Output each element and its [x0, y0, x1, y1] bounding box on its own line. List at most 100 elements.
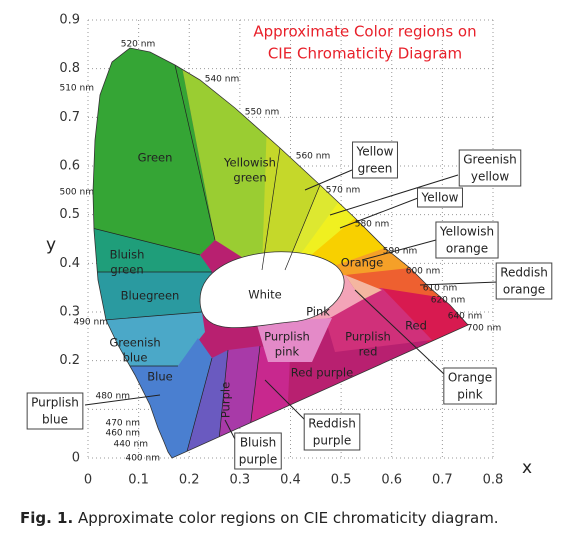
x-tick-label: 0.4 — [280, 473, 301, 488]
region-label: Purplish — [264, 330, 310, 344]
callout-box — [26, 392, 84, 430]
callout: Yellow — [417, 187, 463, 208]
callout-box — [234, 432, 282, 470]
wavelength-label: 610 nm — [423, 284, 458, 294]
wavelength-label: 550 nm — [245, 108, 280, 118]
callout: Reddish orange — [495, 262, 553, 300]
chart-title: Approximate Color regions on — [253, 23, 476, 41]
x-axis-label: x — [522, 458, 532, 478]
wavelength-label: 560 nm — [296, 152, 331, 162]
callout-label: yellow — [471, 170, 509, 184]
wavelength-label: 460 nm — [105, 429, 140, 439]
callout-box — [458, 149, 522, 187]
x-tick-label: 0.1 — [128, 473, 149, 488]
chart-title: CIE Chromaticity Diagram — [268, 45, 462, 63]
x-tick-label: 0.2 — [179, 473, 200, 488]
callout-label: Reddish — [308, 417, 356, 431]
wavelength-label: 470 nm — [105, 419, 140, 429]
x-tick-label: 0.5 — [331, 473, 352, 488]
callout: Yellow green — [352, 141, 398, 179]
region-label: green — [233, 171, 266, 185]
callout-label: Purplish — [31, 396, 79, 410]
callout-label: blue — [42, 413, 68, 427]
callout-box — [443, 367, 497, 405]
callout-box — [303, 413, 361, 451]
callout: Yellowish orange — [435, 221, 499, 259]
region-label: green — [110, 263, 143, 277]
region-label: pink — [275, 345, 300, 359]
callout-label: purple — [313, 434, 352, 448]
spectral-locus — [92, 47, 469, 459]
wavelength-label: 520 nm — [121, 40, 156, 50]
region-label: red — [359, 345, 378, 359]
callout-label: Bluish — [240, 436, 276, 450]
wavelength-label: 510 nm — [59, 84, 94, 94]
x-tick-label: 0.6 — [381, 473, 402, 488]
y-tick-label: 0.6 — [59, 159, 80, 174]
callout-label: purple — [239, 453, 278, 467]
wavelength-label: 600 nm — [406, 267, 441, 277]
wavelength-label: 400 nm — [125, 454, 160, 464]
callout-label: orange — [503, 283, 545, 297]
region-label: Greenish — [109, 336, 160, 350]
callout-label: Yellow — [421, 191, 459, 205]
callout: Greenish yellow — [458, 149, 522, 187]
callout-label: Greenish — [463, 153, 517, 167]
x-tick-label: 0.8 — [483, 473, 504, 488]
callout-box — [417, 187, 463, 208]
wavelength-label: 620 nm — [431, 296, 466, 306]
callout: Bluish purple — [234, 432, 282, 470]
region-label: Blue — [147, 370, 172, 384]
callout-label: Reddish — [500, 266, 548, 280]
callout-label: green — [358, 162, 393, 176]
region-label: Pink — [306, 305, 330, 319]
callout-label: orange — [446, 242, 488, 256]
wavelength-label: 540 nm — [205, 75, 240, 85]
wavelength-label: 570 nm — [326, 186, 361, 196]
y-tick-label: 0 — [72, 451, 80, 466]
y-tick-label: 0.4 — [59, 256, 80, 271]
x-tick-label: 0.3 — [230, 473, 251, 488]
caption-text: Approximate color regions on CIE chromat… — [78, 509, 499, 527]
callout: Orange pink — [443, 367, 497, 405]
x-tick-label: 0.7 — [432, 473, 453, 488]
wavelength-label: 480 nm — [95, 392, 130, 402]
y-tick-label: 0.7 — [59, 110, 80, 125]
x-tick-label: 0 — [84, 473, 92, 488]
wavelength-label: 700 nm — [467, 324, 502, 334]
callout-label: Orange — [448, 371, 492, 385]
wavelength-label: 580 nm — [355, 220, 390, 230]
region-label: Red — [405, 319, 427, 333]
region-label: Red purple — [291, 366, 353, 380]
y-axis-label: y — [46, 235, 56, 255]
y-tick-label: 0.2 — [59, 353, 80, 368]
region-label: blue — [123, 351, 148, 365]
region-label: White — [248, 288, 281, 302]
y-tick-label: 0.5 — [59, 207, 80, 222]
region-label: Yellowish — [223, 156, 276, 170]
wavelength-label: 590 nm — [383, 247, 418, 257]
y-tick-label: 0.3 — [59, 305, 80, 320]
region-label: Orange — [341, 256, 384, 270]
callout-box — [435, 221, 499, 259]
callout-box — [495, 262, 553, 300]
region-label: Purplish — [345, 330, 391, 344]
callout-label: Yellow — [356, 145, 394, 159]
y-tick-label: 0.9 — [59, 13, 80, 28]
region-label: Bluegreen — [121, 289, 180, 303]
region-label: Green — [138, 151, 173, 165]
callout: Purplish blue — [26, 392, 84, 430]
caption: Fig. 1. Approximate color regions on CIE… — [20, 509, 499, 527]
callout-label: pink — [457, 388, 483, 402]
wavelength-label: 500 nm — [59, 188, 94, 198]
region-label: Bluish — [110, 248, 145, 262]
wavelength-label: 640 nm — [448, 312, 483, 322]
caption-label: Fig. 1. — [20, 509, 73, 527]
callout: Reddish purple — [303, 413, 361, 451]
callout-box — [352, 141, 398, 179]
wavelength-label: 440 nm — [113, 440, 148, 450]
y-tick-label: 0.8 — [59, 61, 80, 76]
region-label: Purple — [219, 382, 233, 418]
wavelength-label: 490 nm — [73, 318, 108, 328]
